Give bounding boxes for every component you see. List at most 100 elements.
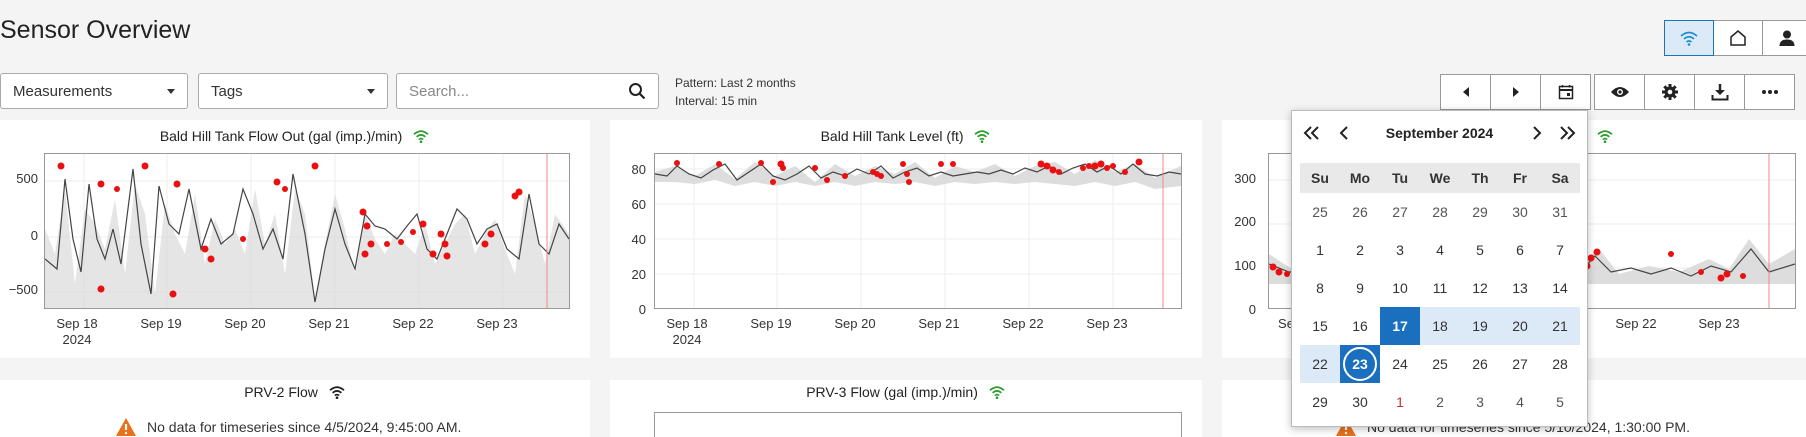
pattern-info: Pattern: Last 2 months Interval: 15 min [675, 74, 796, 110]
tags-dropdown[interactable]: Tags [198, 73, 388, 109]
chart-title: PRV-3 Flow (gal (imp.)/min) [610, 384, 1202, 402]
x-tick-label: Sep 18 2024 [666, 316, 708, 347]
calendar-day[interactable]: 29 [1312, 394, 1328, 410]
chart-title-text: Bald Hill Tank Level (ft) [820, 128, 964, 144]
chart-title: PRV-2 Flow [0, 384, 590, 402]
calendar-day[interactable]: 21 [1540, 307, 1580, 345]
calendar-day[interactable]: 16 [1352, 318, 1368, 334]
x-tick-label: Sep 22 [1002, 316, 1044, 331]
calendar-day[interactable]: 20 [1500, 307, 1540, 345]
calendar-day[interactable]: 8 [1316, 280, 1324, 296]
settings-button[interactable] [1644, 74, 1695, 110]
calendar-day[interactable]: 5 [1556, 394, 1564, 410]
y-tick-label: 0 [638, 302, 646, 317]
calendar-day[interactable]: 11 [1432, 280, 1448, 296]
user-icon [1779, 30, 1795, 46]
y-tick-label: 80 [631, 162, 646, 177]
calendar-day[interactable]: 26 [1472, 356, 1488, 372]
calendar-button[interactable] [1540, 74, 1591, 110]
calendar-day[interactable]: 2 [1436, 394, 1444, 410]
x-tick-label: Sep 19 [750, 316, 792, 331]
measurements-dropdown[interactable]: Measurements [0, 73, 188, 109]
calendar-day[interactable]: 1 [1316, 242, 1324, 258]
chevron-left-icon [1339, 126, 1348, 140]
x-tick-label: Sep 23 [1698, 316, 1740, 331]
calendar-day[interactable]: 31 [1552, 204, 1568, 220]
x-tick-label: Sep 20 [224, 316, 266, 331]
time-nav-group [1440, 74, 1591, 110]
calendar-day[interactable]: 3 [1396, 242, 1404, 258]
y-tick-label: 60 [631, 197, 646, 212]
calendar-day[interactable]: 29 [1472, 204, 1488, 220]
home-view-button[interactable] [1713, 20, 1763, 56]
visibility-button[interactable] [1594, 74, 1645, 110]
chart-plot-area[interactable] [654, 153, 1182, 309]
weekday-label: Th [1471, 170, 1489, 186]
user-view-button[interactable] [1762, 20, 1806, 56]
y-tick-label: 0 [30, 228, 38, 243]
next-year-button[interactable] [1555, 121, 1579, 145]
calendar-day[interactable]: 24 [1392, 356, 1408, 372]
calendar-day[interactable]: 15 [1312, 318, 1328, 334]
calendar-header: September 2024 [1292, 111, 1587, 155]
x-tick-label: Sep 22 [392, 316, 434, 331]
caret-down-icon [367, 88, 375, 94]
calendar-day-range-start[interactable]: 17 [1380, 307, 1420, 345]
calendar-day[interactable]: 3 [1476, 394, 1484, 410]
calendar-day[interactable]: 13 [1512, 280, 1528, 296]
y-tick-label: −500 [8, 282, 38, 297]
calendar-day[interactable]: 2 [1356, 242, 1364, 258]
download-icon [1711, 84, 1728, 101]
calendar-day[interactable]: 14 [1552, 280, 1568, 296]
chart-plot-area[interactable] [44, 153, 570, 309]
chart-plot-area[interactable] [654, 412, 1182, 437]
next-month-button[interactable] [1525, 121, 1549, 145]
calendar-day[interactable]: 30 [1352, 394, 1368, 410]
y-tick-label: 500 [16, 171, 38, 186]
chart-title-text: PRV-3 Flow (gal (imp.)/min) [806, 384, 978, 400]
search-input[interactable] [409, 82, 628, 100]
signal-icon [1596, 129, 1614, 146]
calendar-day[interactable]: 19 [1460, 307, 1500, 345]
calendar-day[interactable]: 18 [1420, 307, 1460, 345]
x-tick-label: Se [1278, 316, 1294, 331]
next-period-button[interactable] [1490, 74, 1541, 110]
previous-period-button[interactable] [1440, 74, 1491, 110]
calendar-day[interactable]: 9 [1356, 280, 1364, 296]
calendar-day[interactable]: 25 [1432, 356, 1448, 372]
calendar-day-range-end[interactable]: 23 [1340, 345, 1380, 383]
previous-year-button[interactable] [1300, 121, 1324, 145]
double-chevron-left-icon [1303, 126, 1319, 140]
calendar-day[interactable]: 30 [1512, 204, 1528, 220]
chevron-left-icon [1462, 87, 1469, 97]
sensor-view-button[interactable] [1664, 20, 1714, 56]
calendar-day[interactable]: 10 [1392, 280, 1408, 296]
download-button[interactable] [1694, 74, 1745, 110]
calendar-day[interactable]: 7 [1556, 242, 1564, 258]
y-tick-label: 40 [631, 232, 646, 247]
weekday-label: Fr [1513, 170, 1527, 186]
chart-panel-prv2: PRV-2 Flow No data for timeseries since … [0, 380, 590, 437]
y-tick-label: 0 [1248, 302, 1256, 317]
x-tick-label: Sep 20 [834, 316, 876, 331]
calendar-day[interactable]: 22 [1300, 345, 1340, 383]
chart-title: Bald Hill Tank Flow Out (gal (imp.)/min) [0, 128, 590, 146]
x-tick-label: Sep 19 [140, 316, 182, 331]
chart-title-text: Bald Hill Tank Flow Out (gal (imp.)/min) [159, 128, 403, 144]
calendar-day[interactable]: 25 [1312, 204, 1328, 220]
more-options-button[interactable] [1744, 74, 1795, 110]
warning-icon [116, 418, 136, 436]
calendar-day[interactable]: 5 [1476, 242, 1484, 258]
calendar-day[interactable]: 6 [1516, 242, 1524, 258]
calendar-day[interactable]: 26 [1352, 204, 1368, 220]
calendar-day[interactable]: 27 [1512, 356, 1528, 372]
calendar-day[interactable]: 27 [1392, 204, 1408, 220]
calendar-day[interactable]: 28 [1552, 356, 1568, 372]
calendar-day[interactable]: 4 [1516, 394, 1524, 410]
calendar-day[interactable]: 4 [1436, 242, 1444, 258]
calendar-day[interactable]: 1 [1396, 394, 1404, 410]
search-icon[interactable] [628, 82, 646, 100]
calendar-day[interactable]: 12 [1472, 280, 1488, 296]
previous-month-button[interactable] [1332, 121, 1356, 145]
calendar-day[interactable]: 28 [1432, 204, 1448, 220]
